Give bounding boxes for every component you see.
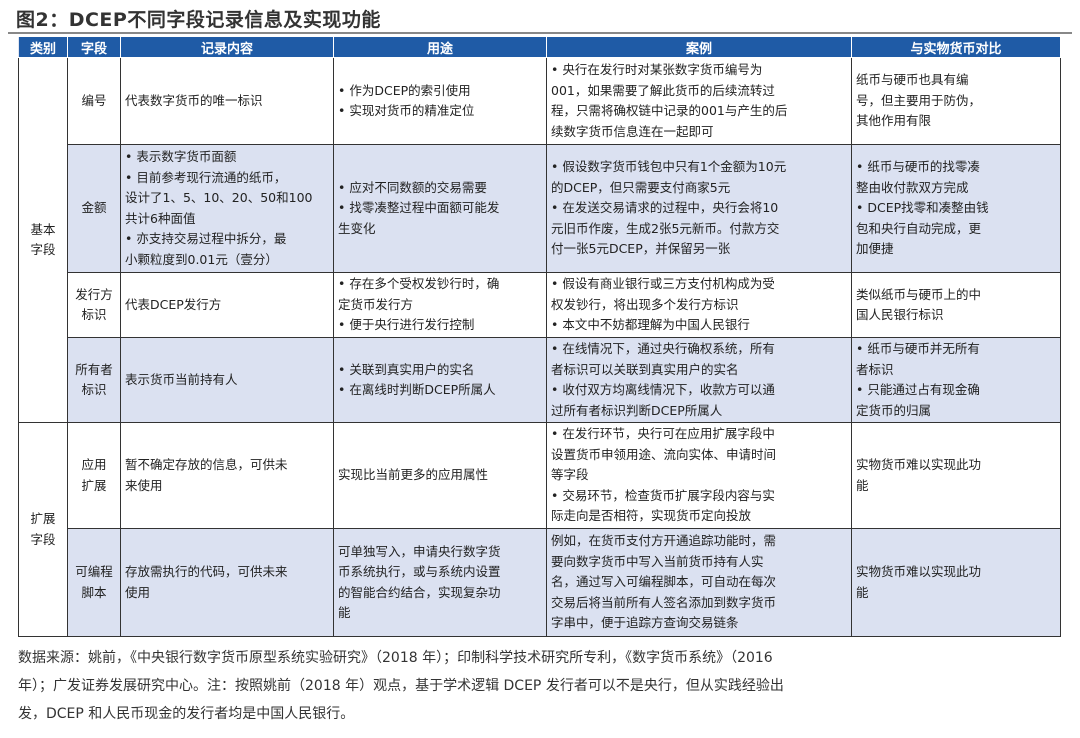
header-row: 类别 字段 记录内容 用途 案例 与实物货币对比 xyxy=(18,36,1061,58)
example-cell: • 在发行环节，央行可在应用扩展字段中 设置货币申领用途、流向实体、申请时间 等… xyxy=(546,422,852,529)
table-row: 扩展 字段 应用 扩展 暂不确定存放的信息，可供未 来使用 实现比当前更多的应用… xyxy=(18,422,1061,637)
field-name: 应用 扩展 xyxy=(67,422,121,529)
field-name: 编号 xyxy=(67,57,121,145)
usage-cell: • 应对不同数额的交易需要 • 找零凑整过程中面额可能发 生变化 xyxy=(333,144,547,273)
example-cell: • 假设有商业银行或三方支付机构成为受 权发钞行，将出现多个发行方标识 • 本文… xyxy=(546,272,852,338)
title-divider xyxy=(8,32,1072,34)
example-cell: 例如，在货币支付方开通追踪功能时，需 要向数字货币中写入当前货币持有人实 名，通… xyxy=(546,528,852,637)
table-row: 金额 • 表示数字货币面额 • 目前参考现行流通的纸币， 设计了1、5、10、2… xyxy=(19,144,1061,273)
usage-cell: • 关联到真实用户的实名 • 在离线时判断DCEP所属人 xyxy=(333,337,547,423)
compare-cell: 纸币与硬币也具有编 号，但主要用于防伪， 其他作用有限 xyxy=(851,57,1061,145)
content-cell: 代表数字货币的唯一标识 xyxy=(120,57,334,145)
field-name: 可编程 脚本 xyxy=(67,528,121,637)
usage-cell: 实现比当前更多的应用属性 xyxy=(333,422,547,529)
category-basic: 基本 字段 xyxy=(18,57,68,423)
header-compare: 与实物货币对比 xyxy=(851,36,1061,58)
compare-cell: • 纸币与硬币并无所有 者标识 • 只能通过占有现金确 定货币的归属 xyxy=(851,337,1061,423)
usage-cell: 可单独写入，申请央行数字货 币系统执行，或与系统内设置 的智能合约结合，实现复杂… xyxy=(333,528,547,637)
header-field: 字段 xyxy=(67,36,121,58)
field-name: 所有者 标识 xyxy=(67,337,121,423)
example-cell: • 央行在发行时对某张数字货币编号为 001，如果需要了解此货币的后续流转过 程… xyxy=(546,57,852,145)
source-note: 数据来源：姚前，《中央银行数字货币原型系统实验研究》（2018 年）；印制科学技… xyxy=(18,650,784,722)
usage-cell: • 作为DCEP的索引使用 • 实现对货币的精准定位 xyxy=(333,57,547,145)
compare-cell: 实物货币难以实现此功 能 xyxy=(851,528,1061,637)
example-cell: • 假设数字货币钱包中只有1个金额为10元 的DCEP，但只需要支付商家5元 •… xyxy=(546,144,852,273)
compare-cell: • 纸币与硬币的找零凑 整由收付款双方完成 • DCEP找零和凑整由钱 包和央行… xyxy=(851,144,1061,273)
dcep-fields-table: 类别 字段 记录内容 用途 案例 与实物货币对比 基本 字段 编号 代表数字货币… xyxy=(18,36,1061,637)
field-name: 金额 xyxy=(67,144,121,273)
compare-cell: 类似纸币与硬币上的中 国人民银行标识 xyxy=(851,272,1061,338)
table-row: 可编程 脚本 存放需执行的代码，可供未来 使用 可单独写入，申请央行数字货 币系… xyxy=(19,528,1061,637)
table-row: 发行方 标识 代表DCEP发行方 • 存在多个受权发钞行时，确 定货币发行方 •… xyxy=(19,272,1061,338)
content-cell: 代表DCEP发行方 xyxy=(120,272,334,338)
category-extension: 扩展 字段 xyxy=(18,422,68,637)
figure-title: 图2：DCEP不同字段记录信息及实现功能 xyxy=(16,9,381,31)
header-content: 记录内容 xyxy=(120,36,334,58)
field-name: 发行方 标识 xyxy=(67,272,121,338)
content-cell: • 表示数字货币面额 • 目前参考现行流通的纸币， 设计了1、5、10、20、5… xyxy=(120,144,334,273)
header-example: 案例 xyxy=(546,36,852,58)
content-cell: 表示货币当前持有人 xyxy=(120,337,334,423)
table-row: 基本 字段 编号 代表数字货币的唯一标识 • 作为DCEP的索引使用 • 实现对… xyxy=(18,57,1061,423)
compare-cell: 实物货币难以实现此功 能 xyxy=(851,422,1061,529)
header-usage: 用途 xyxy=(333,36,547,58)
table-row: 所有者 标识 表示货币当前持有人 • 关联到真实用户的实名 • 在离线时判断DC… xyxy=(19,337,1061,423)
usage-cell: • 存在多个受权发钞行时，确 定货币发行方 • 便于央行进行发行控制 xyxy=(333,272,547,338)
content-cell: 暂不确定存放的信息，可供未 来使用 xyxy=(120,422,334,529)
content-cell: 存放需执行的代码，可供未来 使用 xyxy=(120,528,334,637)
header-category: 类别 xyxy=(18,36,68,58)
example-cell: • 在线情况下，通过央行确权系统，所有 者标识可以关联到真实用户的实名 • 收付… xyxy=(546,337,852,423)
